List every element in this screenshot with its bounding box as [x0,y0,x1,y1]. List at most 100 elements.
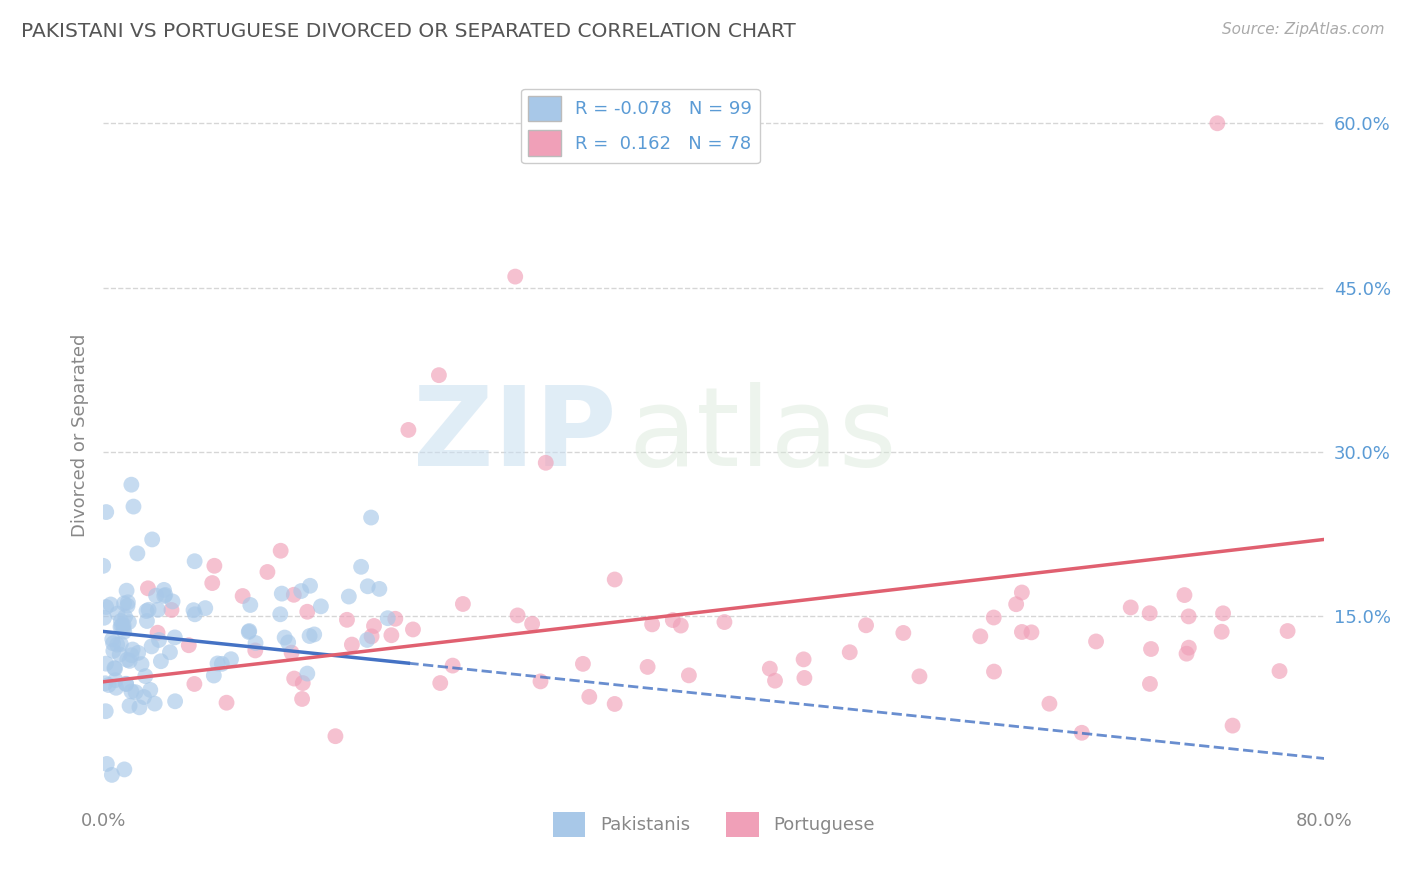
Point [503,269,526,284]
Point [124,685,146,699]
Point [131,657,153,671]
Point [149,654,172,668]
Point [121,648,143,663]
Point [153,582,176,597]
Point [141,533,163,547]
Point [139,682,162,697]
Point [291,692,314,706]
Text: PAKISTANI VS PORTUGUESE DIVORCED OR SEPARATED CORRELATION CHART: PAKISTANI VS PORTUGUESE DIVORCED OR SEPA… [21,22,796,41]
Point [122,500,145,514]
Point [100,598,122,612]
Point [669,618,692,632]
Point [238,624,260,638]
Point [103,661,125,675]
Point [207,657,229,671]
Point [356,632,378,647]
Point [202,558,225,573]
Point [107,607,129,621]
Point [641,617,664,632]
Point [112,618,135,632]
Point [239,598,262,612]
Point [245,643,267,657]
Point [118,654,141,668]
Point [270,543,292,558]
Point [93,611,115,625]
Point [105,681,128,695]
Point [134,669,156,683]
Text: Source: ZipAtlas.com: Source: ZipAtlas.com [1222,22,1385,37]
Point [177,638,200,652]
Point [115,677,138,691]
Point [184,607,207,622]
Point [1211,624,1233,639]
Point [297,666,319,681]
Point [141,640,163,654]
Point [277,635,299,649]
Point [1038,697,1060,711]
Point [153,589,176,603]
Point [451,597,474,611]
Point [662,613,685,627]
Point [101,768,124,782]
Point [103,644,125,658]
Point [603,573,626,587]
Point [104,662,127,676]
Point [603,697,626,711]
Point [429,676,451,690]
Point [983,665,1005,679]
Text: atlas: atlas [628,382,897,489]
Point [368,582,391,596]
Point [232,589,254,603]
Point [94,657,117,671]
Point [115,677,138,691]
Point [183,603,205,617]
Point [112,763,135,777]
Point [97,678,120,692]
Point [759,662,782,676]
Point [299,579,322,593]
Point [183,554,205,568]
Point [215,696,238,710]
Point [91,558,114,573]
Point [793,671,815,685]
Point [891,626,914,640]
Point [1206,116,1229,130]
Point [1177,609,1199,624]
Point [110,637,132,651]
Point [678,668,700,682]
Point [380,628,402,642]
Y-axis label: Divorced or Separated: Divorced or Separated [72,334,89,537]
Point [793,652,815,666]
Point [402,623,425,637]
Point [325,729,347,743]
Point [427,368,450,383]
Point [201,576,224,591]
Point [1140,642,1163,657]
Point [127,546,149,560]
Point [360,510,382,524]
Point [302,627,325,641]
Point [290,584,312,599]
Point [983,610,1005,624]
Point [270,586,292,600]
Point [340,638,363,652]
Point [291,676,314,690]
Point [273,631,295,645]
Point [115,653,138,667]
Point [101,632,124,647]
Point [1175,647,1198,661]
Point [336,613,359,627]
Point [118,615,141,629]
Point [1173,588,1195,602]
Point [104,673,127,688]
Point [360,629,382,643]
Point [112,624,135,639]
Point [136,614,159,628]
Point [146,625,169,640]
Point [763,673,786,688]
Point [155,588,177,602]
Point [506,608,529,623]
Point [121,642,143,657]
Point [520,616,543,631]
Point [117,599,139,613]
